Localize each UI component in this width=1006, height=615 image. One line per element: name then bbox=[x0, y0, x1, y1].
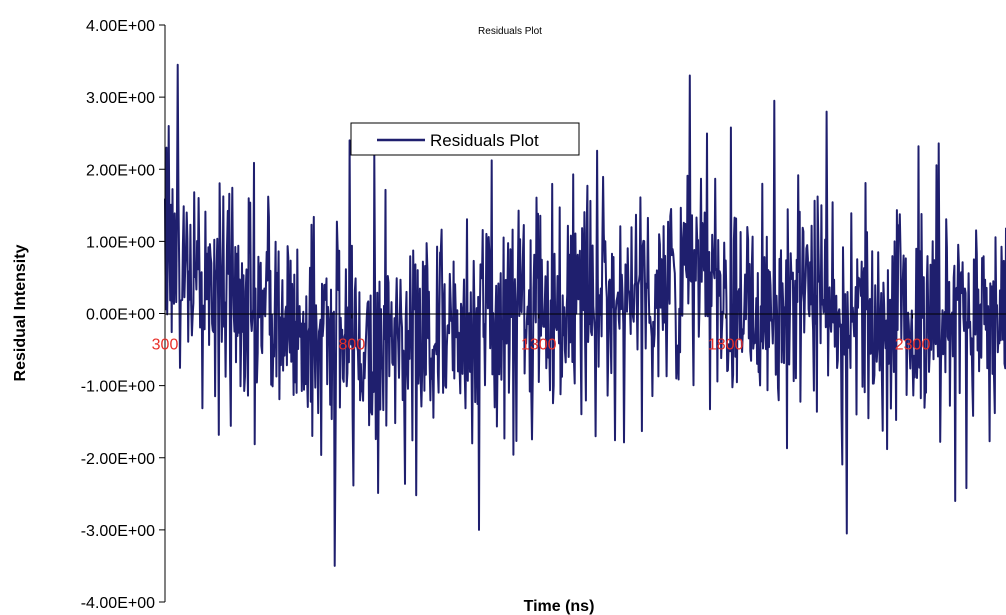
x-tick-label: 2300 bbox=[895, 337, 931, 354]
y-axis-label: Residual Intensity bbox=[12, 244, 29, 381]
y-tick-label: 4.00E+00 bbox=[86, 18, 155, 35]
x-tick-label: 1800 bbox=[708, 337, 744, 354]
y-tick-label: -4.00E+00 bbox=[81, 595, 155, 612]
y-tick-label: -3.00E+00 bbox=[81, 523, 155, 540]
y-tick-label: 0.00E+00 bbox=[86, 307, 155, 324]
series-layer bbox=[164, 63, 1006, 567]
y-tick-label: 1.00E+00 bbox=[86, 234, 155, 251]
y-tick-label: -2.00E+00 bbox=[81, 451, 155, 468]
x-tick-label: 1300 bbox=[521, 337, 557, 354]
y-tick-label: 2.00E+00 bbox=[86, 162, 155, 179]
x-tick-label: 800 bbox=[339, 337, 366, 354]
legend-label: Residuals Plot bbox=[430, 131, 539, 150]
y-tick-label: -1.00E+00 bbox=[81, 379, 155, 396]
series-residuals-line bbox=[164, 63, 1006, 567]
legend: Residuals Plot bbox=[350, 122, 580, 156]
x-axis-label: Time (ns) bbox=[524, 598, 595, 615]
y-tick-label: 3.00E+00 bbox=[86, 90, 155, 107]
x-tick-label: 300 bbox=[152, 337, 179, 354]
x-tick-layer: 300 800 1300 1800 2300 bbox=[152, 313, 931, 354]
y-tick-layer: -4.00E+00 -3.00E+00 -2.00E+00 -1.00E+00 0.00… bbox=[81, 18, 165, 612]
chart-title: Residuals Plot bbox=[478, 26, 542, 37]
